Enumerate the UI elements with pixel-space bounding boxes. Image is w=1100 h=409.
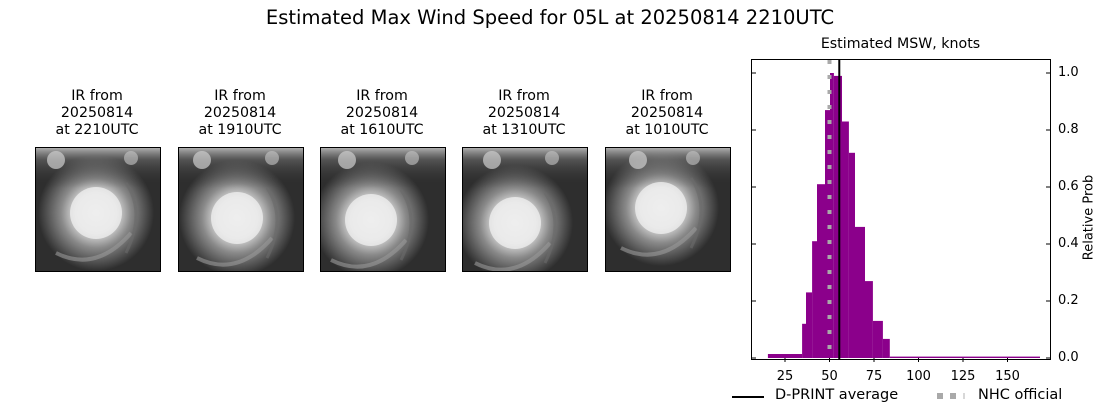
- ir-panel: IR from 20250814 at 1310UTC: [453, 88, 595, 272]
- histogram-bar: [848, 152, 855, 358]
- ir-satellite-image: [35, 147, 161, 272]
- y-tick-label: 0.2: [1058, 293, 1079, 308]
- ir-panel: IR from 20250814 at 1010UTC: [596, 88, 738, 272]
- histogram-bar: [842, 121, 849, 358]
- ir-panel: IR from 20250814 at 1910UTC: [169, 88, 311, 272]
- ir-satellite-image: [320, 147, 446, 272]
- ir-satellite-image: [605, 147, 731, 272]
- histogram-bar: [855, 226, 865, 358]
- ir-panel: IR from 20250814 at 1610UTC: [311, 88, 453, 272]
- x-tick-label: 125: [950, 369, 976, 384]
- histogram-bar: [817, 184, 825, 358]
- y-tick-label: 0.6: [1058, 179, 1079, 194]
- x-tick-label: 75: [865, 369, 883, 384]
- y-tick-label: 0.8: [1058, 122, 1079, 137]
- histogram-title: Estimated MSW, knots: [820, 36, 981, 52]
- histogram-bar: [889, 356, 1040, 358]
- x-tick-label: 50: [821, 369, 838, 384]
- x-tick-label: 25: [776, 369, 794, 384]
- figure-title: Estimated Max Wind Speed for 05L at 2025…: [265, 6, 835, 29]
- y-axis-label: Relative Prob: [1081, 174, 1097, 261]
- histogram-bar: [834, 75, 842, 359]
- y-tick-label: 0.0: [1058, 350, 1079, 365]
- histogram-bars: [752, 60, 1050, 362]
- ir-panel-title: IR from 20250814 at 1010UTC: [625, 88, 709, 138]
- ir-panel-title: IR from 20250814 at 1310UTC: [482, 88, 566, 138]
- ir-panel-title: IR from 20250814 at 2210UTC: [55, 88, 139, 138]
- histogram-bar: [872, 320, 883, 358]
- histogram-bar: [825, 110, 830, 358]
- legend-label-nhc: NHC official: [978, 387, 1063, 403]
- dotted-line-icon: [937, 393, 965, 399]
- y-tick-label: 1.0: [1058, 65, 1079, 80]
- ir-panel-title: IR from 20250814 at 1910UTC: [198, 88, 282, 138]
- histogram-bar: [882, 338, 890, 358]
- histogram-bar: [830, 73, 834, 358]
- ir-satellite-image: [178, 147, 304, 272]
- histogram-bar: [806, 292, 813, 358]
- ir-panel: IR from 20250814 at 2210UTC: [26, 88, 168, 272]
- y-tick-label: 0.4: [1058, 236, 1079, 251]
- ir-panel-title: IR from 20250814 at 1610UTC: [340, 88, 424, 138]
- histogram-bar: [802, 323, 806, 358]
- legend-label-dprint: D-PRINT average: [775, 387, 899, 403]
- histogram-bar: [864, 281, 873, 358]
- histogram-bar: [767, 354, 803, 358]
- solid-line-icon: [732, 396, 764, 398]
- x-tick-label: 100: [906, 369, 931, 384]
- histogram-plot-area: [751, 59, 1051, 362]
- x-tick-label: 150: [995, 369, 1020, 384]
- ir-satellite-image: [462, 147, 588, 272]
- histogram-bar: [812, 241, 818, 358]
